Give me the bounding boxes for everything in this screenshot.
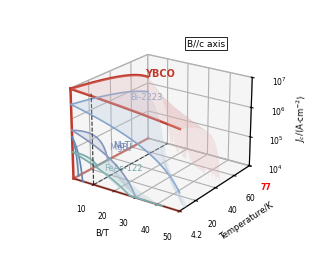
- X-axis label: B/T: B/T: [95, 229, 109, 238]
- Y-axis label: Temperature/K: Temperature/K: [218, 201, 275, 242]
- Text: B//c axis: B//c axis: [187, 39, 225, 48]
